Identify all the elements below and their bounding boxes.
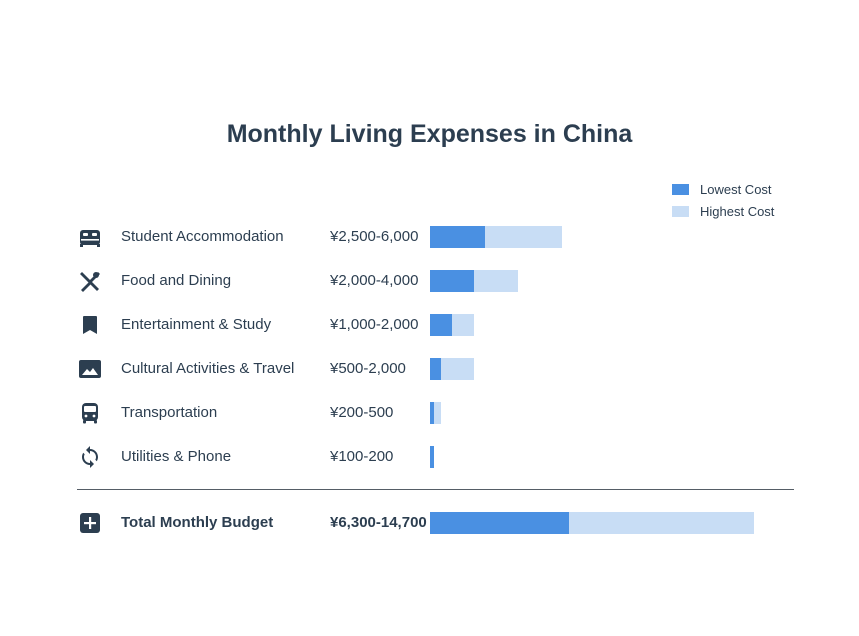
category-label: Transportation: [121, 404, 218, 421]
total-range-label: ¥6,300-14,700: [330, 514, 427, 531]
legend-swatch-highest: [672, 205, 689, 217]
legend: Lowest Cost Highest Cost: [672, 178, 774, 222]
legend-item-lowest: Lowest Cost: [672, 178, 774, 200]
bus-icon: [78, 401, 102, 425]
lowest-cost-bar: [430, 402, 434, 424]
category-label: Cultural Activities & Travel: [121, 360, 295, 377]
highest-cost-bar: [430, 402, 441, 424]
legend-label-highest: Highest Cost: [700, 203, 775, 219]
cost-range-label: ¥100-200: [330, 448, 394, 465]
category-label: Student Accommodation: [121, 228, 284, 245]
lowest-cost-bar: [430, 314, 452, 336]
chart-title: Monthly Living Expenses in China: [226, 120, 633, 148]
expense-row-food-and-dining: Food and Dining ¥2,000-4,000: [0, 259, 859, 303]
lowest-cost-bar: [430, 226, 485, 248]
total-divider: [77, 489, 794, 490]
expense-row-student-accommodation: Student Accommodation ¥2,500-6,000: [0, 215, 859, 259]
lowest-cost-bar: [430, 270, 474, 292]
image-icon: [78, 357, 102, 381]
lowest-cost-bar: [430, 446, 434, 468]
cost-range-label: ¥2,500-6,000: [330, 228, 419, 245]
total-budget-row: Total Monthly Budget ¥6,300-14,700: [0, 501, 859, 545]
category-label: Entertainment & Study: [121, 316, 272, 333]
lowest-cost-bar: [430, 358, 441, 380]
total-label: Total Monthly Budget: [121, 514, 274, 531]
category-label: Food and Dining: [121, 272, 232, 289]
legend-label-lowest: Lowest Cost: [700, 181, 772, 197]
cost-range-label: ¥2,000-4,000: [330, 272, 419, 289]
category-label: Utilities & Phone: [121, 448, 232, 465]
legend-swatch-lowest: [672, 183, 689, 195]
expense-row-utilities-phone: Utilities & Phone ¥100-200: [0, 435, 859, 479]
expense-row-cultural-activities-travel: Cultural Activities & Travel ¥500-2,000: [0, 347, 859, 391]
utensils-icon: [78, 269, 102, 293]
bed-icon: [78, 225, 102, 249]
legend-item-highest: Highest Cost: [672, 200, 774, 222]
expense-row-entertainment-study: Entertainment & Study ¥1,000-2,000: [0, 303, 859, 347]
bookmark-icon: [78, 313, 102, 337]
cost-range-label: ¥1,000-2,000: [330, 316, 419, 333]
highest-cost-bar: [430, 358, 474, 380]
expense-row-transportation: Transportation ¥200-500: [0, 391, 859, 435]
cost-range-label: ¥200-500: [330, 404, 394, 421]
plus-square-icon: [78, 511, 102, 535]
cost-range-label: ¥500-2,000: [330, 360, 406, 377]
total-lowest-cost-bar: [430, 512, 569, 534]
sync-icon: [78, 445, 102, 469]
